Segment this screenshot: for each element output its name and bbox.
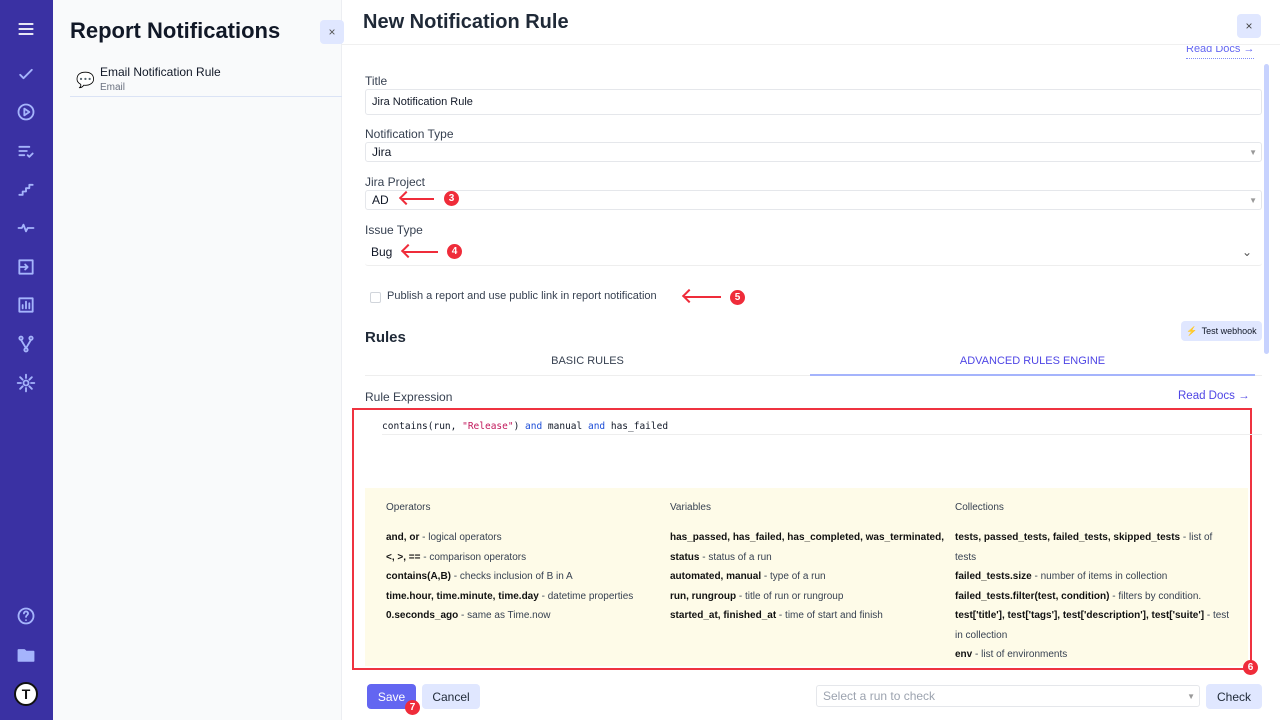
publish-checkbox[interactable] xyxy=(370,292,381,303)
check-button[interactable]: Check xyxy=(1206,684,1262,709)
annotation-badge: 5 xyxy=(730,290,745,305)
help-icon[interactable] xyxy=(14,604,38,628)
title-label: Title xyxy=(365,74,388,88)
annotation-badge: 7 xyxy=(405,700,420,715)
folder-icon[interactable] xyxy=(14,643,38,667)
read-docs-link[interactable]: Read Docs → xyxy=(1178,390,1250,402)
rule-form: New Notification Rule × Read Docs → Titl… xyxy=(342,0,1280,720)
list-check-icon[interactable] xyxy=(14,139,38,163)
branch-icon[interactable] xyxy=(14,332,38,356)
test-webhook-button[interactable]: ⚡ Test webhook xyxy=(1181,321,1262,341)
tab-advanced-rules[interactable]: ADVANCED RULES ENGINE xyxy=(810,348,1255,376)
annotation-badge: 6 xyxy=(1243,660,1258,675)
pulse-icon[interactable] xyxy=(14,216,38,240)
caret-down-icon: ▼ xyxy=(1249,195,1257,205)
notifications-panel: Report Notifications × 💬 Email Notificat… xyxy=(53,0,344,720)
check-icon[interactable] xyxy=(14,62,38,86)
rules-heading: Rules xyxy=(365,329,406,346)
tab-basic-rules[interactable]: BASIC RULES xyxy=(551,355,624,367)
notification-type-select[interactable]: Jira ▼ xyxy=(365,142,1262,162)
divider xyxy=(342,44,1280,45)
project-label: Jira Project xyxy=(365,175,426,189)
help-panel: Operators and, or - logical operators <,… xyxy=(365,488,1248,666)
menu-icon[interactable] xyxy=(14,17,38,41)
play-circle-icon[interactable] xyxy=(14,100,38,124)
close-button[interactable]: × xyxy=(1237,14,1261,38)
annotation-arrow xyxy=(685,296,721,298)
list-item[interactable]: 💬 Email Notification Rule Email xyxy=(70,60,342,97)
annotation-box xyxy=(352,408,1252,670)
operators-column: Operators and, or - logical operators <,… xyxy=(386,502,634,621)
import-icon[interactable] xyxy=(14,255,38,279)
rules-tabs: BASIC RULES ADVANCED RULES ENGINE xyxy=(365,348,1262,376)
annotation-arrow xyxy=(402,198,434,200)
type-label: Notification Type xyxy=(365,127,454,141)
issue-type-select[interactable]: Bug ⌄ xyxy=(365,238,1262,266)
item-title: Email Notification Rule xyxy=(100,65,221,79)
gear-icon[interactable] xyxy=(14,371,38,395)
panel-title: Report Notifications xyxy=(70,18,281,43)
collections-column: Collections tests, passed_tests, failed_… xyxy=(955,502,1230,660)
panel-close-button[interactable]: × xyxy=(320,20,344,44)
caret-down-icon: ▼ xyxy=(1249,147,1257,157)
jira-project-select[interactable]: AD ▼ xyxy=(365,190,1262,210)
annotation-badge: 3 xyxy=(444,191,459,206)
page-title: New Notification Rule xyxy=(363,11,569,33)
scrollbar[interactable] xyxy=(1264,64,1269,354)
avatar[interactable]: T xyxy=(14,682,38,706)
item-subtitle: Email xyxy=(100,82,126,93)
chevron-down-icon: ⌄ xyxy=(1241,244,1252,259)
chart-icon[interactable] xyxy=(14,293,38,317)
annotation-arrow xyxy=(404,251,438,253)
expression-label: Rule Expression xyxy=(365,390,453,404)
title-input[interactable]: Jira Notification Rule xyxy=(365,89,1262,115)
issue-type-label: Issue Type xyxy=(365,223,423,237)
plug-icon: ⚡ xyxy=(1186,325,1198,336)
publish-label[interactable]: Publish a report and use public link in … xyxy=(387,290,657,302)
nav-sidebar: T xyxy=(0,0,53,720)
steps-icon[interactable] xyxy=(14,177,38,201)
annotation-badge: 4 xyxy=(447,244,462,259)
cancel-button[interactable]: Cancel xyxy=(422,684,480,709)
rule-expression-editor[interactable]: contains(run, "Release") and manual and … xyxy=(382,421,1262,435)
read-docs-link-top[interactable]: Read Docs → xyxy=(1186,46,1255,59)
variables-column: Variables has_passed, has_failed, has_co… xyxy=(670,502,945,621)
chat-icon: 💬 xyxy=(76,72,95,89)
run-select[interactable]: Select a run to check ▼ xyxy=(816,685,1200,707)
